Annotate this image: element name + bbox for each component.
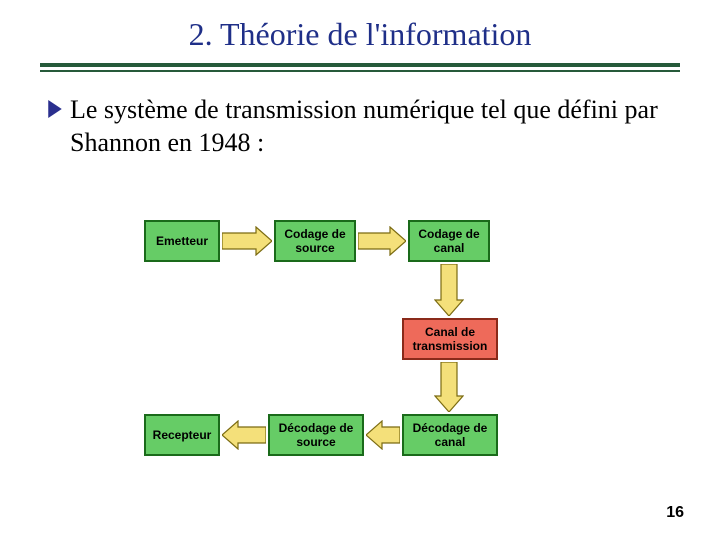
arrow-emetteur-cod_src — [222, 226, 272, 256]
arrow-dec_src-recepteur — [222, 420, 266, 450]
shannon-diagram: Emetteur Codage desource Codage decanal Can… — [140, 210, 580, 490]
slide-title: 2. Théorie de l'information — [0, 0, 720, 63]
page-number: 16 — [666, 504, 684, 522]
title-rule — [40, 63, 680, 72]
chevron-bullet-icon — [46, 100, 64, 118]
node-cod_src: Codage desource — [274, 220, 356, 262]
bullet-text: Le système de transmission numérique tel… — [70, 94, 674, 159]
node-canal: Canal detransmission — [402, 318, 498, 360]
arrow-cod_src-cod_canal — [358, 226, 406, 256]
arrow-cod_canal-canal — [434, 264, 464, 316]
arrow-dec_canal-dec_src — [366, 420, 400, 450]
node-dec_canal: Décodage decanal — [402, 414, 498, 456]
node-emetteur: Emetteur — [144, 220, 220, 262]
node-dec_src: Décodage desource — [268, 414, 364, 456]
node-cod_canal: Codage decanal — [408, 220, 490, 262]
arrow-canal-dec_canal — [434, 362, 464, 412]
node-recepteur: Recepteur — [144, 414, 220, 456]
bullet-item: Le système de transmission numérique tel… — [46, 94, 674, 159]
